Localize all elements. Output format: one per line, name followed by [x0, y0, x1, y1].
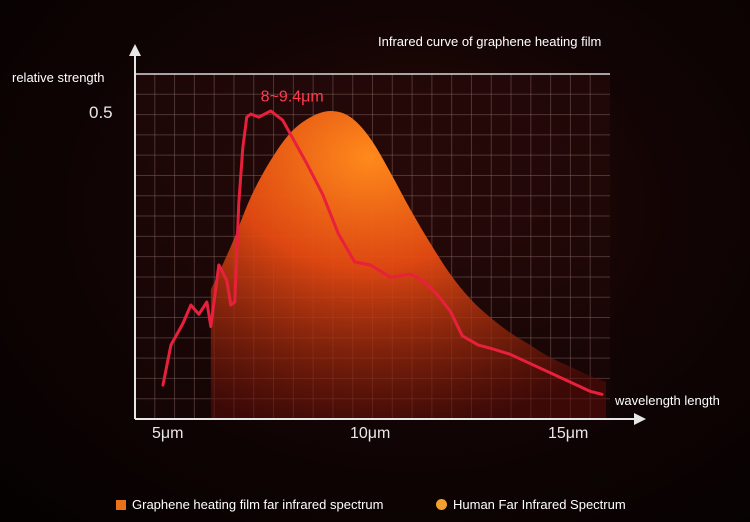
graphene-spectrum-line: [161, 109, 604, 396]
x-tick-label: 10μm: [350, 425, 391, 442]
human-spectrum-area: [210, 110, 607, 419]
chart-title: Infrared curve of graphene heating film: [378, 34, 602, 49]
legend-item-human: Human Far Infrared Spectrum: [436, 497, 626, 512]
x-tick-label: 5μm: [152, 425, 184, 442]
y-tick-label: 0.5: [89, 103, 113, 122]
legend-swatch-square-icon: [116, 499, 126, 510]
x-tick-label: 15μm: [548, 425, 589, 442]
axes: [129, 44, 646, 425]
peak-annotation: 8~9.4μm: [261, 89, 324, 106]
legend-label: Human Far Infrared Spectrum: [453, 497, 626, 512]
legend-item-graphene: Graphene heating film far infrared spect…: [116, 497, 383, 512]
y-axis-arrow: [129, 44, 141, 56]
x-axis-label: wavelength length: [615, 393, 720, 408]
legend-label: Graphene heating film far infrared spect…: [132, 497, 384, 512]
legend-swatch-circle-icon: [436, 499, 447, 510]
x-axis-arrow: [634, 413, 646, 425]
y-axis-label: relative strength: [12, 70, 105, 85]
